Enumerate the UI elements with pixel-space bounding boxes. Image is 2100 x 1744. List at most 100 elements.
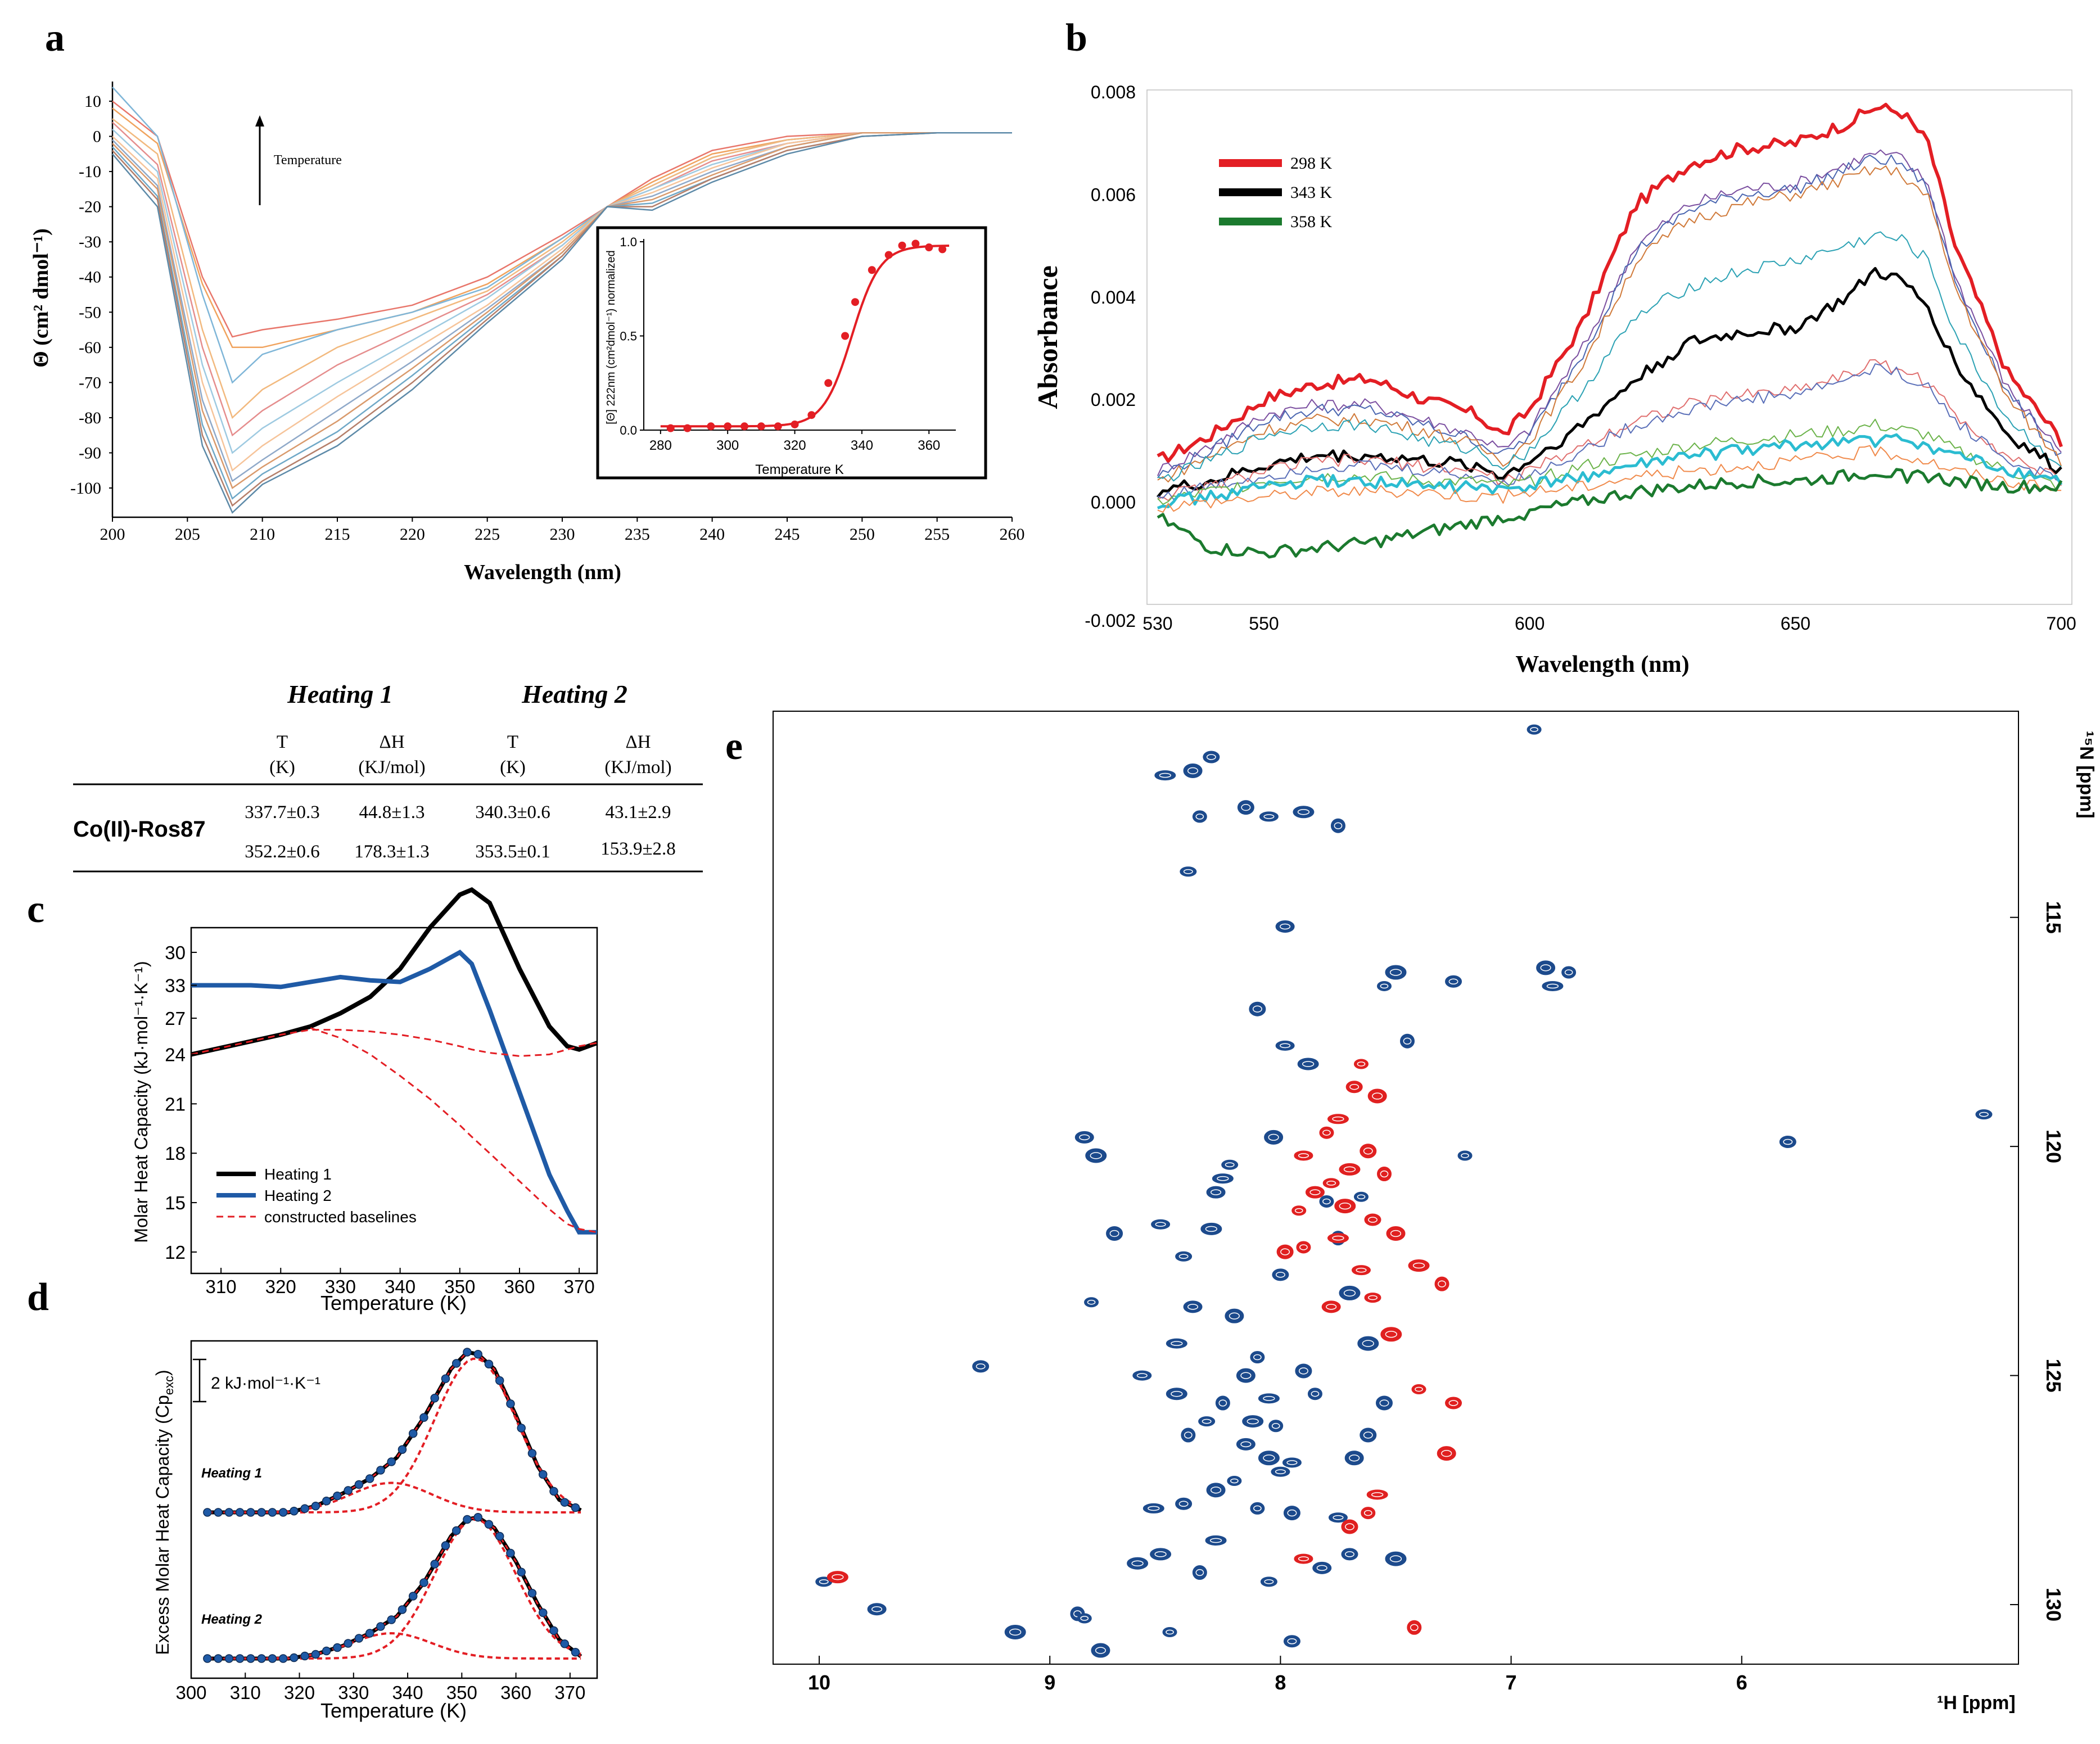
nmr-peak-red-contour — [1438, 1280, 1446, 1287]
nmr-peak-blue — [1132, 1370, 1152, 1381]
nmr-peak-red — [1321, 1300, 1341, 1313]
excess-cp-data-point — [441, 1541, 450, 1550]
panel-letter-d: d — [27, 1276, 49, 1319]
nmr-peak-blue — [1376, 981, 1392, 991]
y-tick-label: 130 — [2042, 1588, 2065, 1621]
nmr-peak-red-contour — [1326, 1304, 1337, 1310]
y-tick-label: -70 — [79, 373, 101, 392]
excess-cp-data-point — [214, 1508, 223, 1517]
excess-cp-fit-total — [207, 1515, 582, 1661]
excess-cp-data-point — [538, 1470, 548, 1479]
nmr-peak-blue — [1282, 1457, 1302, 1468]
nmr-peak-blue-contour — [1345, 1551, 1354, 1557]
excess-cp-data-point — [311, 1650, 320, 1659]
excess-cp-data-point — [224, 1654, 234, 1663]
x-tick-label: 360 — [504, 1276, 535, 1297]
x-tick-label: 9 — [1044, 1671, 1055, 1694]
nmr-peak-blue — [1258, 1451, 1280, 1466]
nmr-peak-red — [1360, 1144, 1377, 1159]
nmr-peak-blue — [1236, 1368, 1256, 1383]
excess-cp-data-point — [408, 1429, 418, 1438]
nmr-peak-blue-contour — [1206, 754, 1216, 760]
y-tick-label: -10 — [79, 162, 101, 181]
nmr-peak-red — [1411, 1384, 1426, 1395]
nmr-peak-blue — [1295, 1363, 1312, 1379]
nmr-peak-blue — [1339, 1285, 1361, 1300]
nmr-peak-blue-contour — [1136, 1373, 1148, 1378]
excess-cp-data-point — [549, 1626, 558, 1635]
nmr-peak-blue-contour — [1280, 1043, 1291, 1049]
absorbance-series-line-i — [1157, 445, 2062, 513]
panel-e-hsqc: 10 9 8 7 6 115 120 125 130 ¹H [ppm] ¹⁵N [ppm] — [773, 711, 2097, 1714]
nmr-peak-red-contour — [1357, 1061, 1366, 1067]
inset-data-point — [851, 298, 859, 306]
y-tick-label: 12 — [165, 1242, 186, 1263]
y-tick-label: 15 — [165, 1192, 186, 1213]
x-tick-label: 205 — [175, 525, 200, 544]
nmr-peak-blue-contour — [1184, 1431, 1193, 1439]
nmr-peak-red — [1294, 1150, 1313, 1161]
nmr-peak-blue — [1360, 1427, 1377, 1443]
nmr-peak-blue-contour — [1389, 1555, 1402, 1562]
nmr-peak-blue-contour — [1461, 1153, 1469, 1158]
nmr-peak-red — [827, 1571, 848, 1584]
nmr-peak-blue — [1259, 811, 1279, 822]
excess-cp-data-point — [290, 1507, 299, 1516]
panel-c-frame — [190, 927, 598, 1275]
excess-cp-data-point — [430, 1560, 439, 1569]
y-tick-label: 21 — [165, 1094, 186, 1114]
nmr-peak-blue — [1353, 1191, 1369, 1202]
nmr-peak-blue-contour — [1195, 814, 1204, 820]
nmr-peak-red — [1322, 1178, 1340, 1189]
y-tick-label: -90 — [79, 444, 101, 462]
nmr-peak-blue-contour — [1389, 969, 1402, 976]
y-tick-label: 33 — [165, 975, 186, 996]
x-tick-label: 320 — [284, 1682, 315, 1703]
nmr-peak-blue-contour — [1287, 1638, 1297, 1644]
nmr-peak-blue — [1203, 751, 1220, 763]
y-tick-label: 24 — [165, 1045, 186, 1065]
inset-data-point — [841, 332, 850, 340]
x-tick-label: 7 — [1506, 1671, 1517, 1694]
x-tick-label: 235 — [625, 525, 650, 544]
nmr-peak-blue — [1106, 1226, 1123, 1241]
excess-cp-data-point — [333, 1643, 342, 1652]
legend-label: Heating 2 — [264, 1187, 332, 1204]
nmr-peak-red-contour — [1298, 1153, 1309, 1158]
absorbance-series-line-g — [1157, 418, 2062, 505]
nmr-peak-blue-contour — [1379, 1399, 1389, 1407]
excess-cp-data-point — [419, 1578, 428, 1587]
nmr-peak-blue — [1975, 1109, 1993, 1120]
nmr-peak-blue — [1221, 1159, 1239, 1170]
nmr-peak-blue-contour — [1979, 1112, 1989, 1117]
nmr-peak-blue — [1151, 1219, 1171, 1230]
panel-a-y-label: Θ (cm² dmol⁻¹) — [29, 228, 53, 368]
excess-cp-data-point — [419, 1413, 428, 1422]
nmr-peak-blue — [1166, 1388, 1187, 1400]
nmr-peak-blue-contour — [1380, 983, 1389, 989]
panel-d-y-label-close: ) — [152, 1370, 173, 1376]
nmr-peak-blue — [1536, 960, 1556, 975]
nmr-peak-blue — [1297, 1058, 1319, 1070]
nmr-peak-blue — [1166, 1338, 1187, 1349]
nmr-peak-blue — [1250, 1351, 1265, 1364]
nmr-peak-red — [1305, 1186, 1325, 1199]
nmr-peak-red-contour — [1299, 1244, 1308, 1250]
inset-x-tick-label: 340 — [851, 438, 873, 453]
excess-cp-data-point — [517, 1567, 526, 1576]
legend-label: 358 K — [1290, 213, 1333, 231]
nmr-peak-red — [1291, 1205, 1307, 1216]
x-tick-label: 650 — [1781, 613, 1810, 634]
nmr-peak-red-contour — [1332, 1116, 1344, 1122]
nmr-peak-red-contour — [1356, 1267, 1367, 1273]
nmr-peak-red-contour — [1368, 1217, 1378, 1223]
y-tick-label: 125 — [2042, 1359, 2065, 1393]
nmr-peak-red — [1353, 1059, 1369, 1069]
nmr-peak-red-contour — [1380, 1170, 1389, 1178]
excess-cp-data-point — [322, 1646, 331, 1656]
nmr-peak-blue-contour — [1280, 923, 1291, 930]
nmr-peak-blue — [1542, 981, 1564, 991]
excess-cp-data-point — [376, 1466, 385, 1475]
excess-cp-data-point — [495, 1531, 504, 1541]
nmr-peak-red-contour — [1412, 1262, 1425, 1269]
